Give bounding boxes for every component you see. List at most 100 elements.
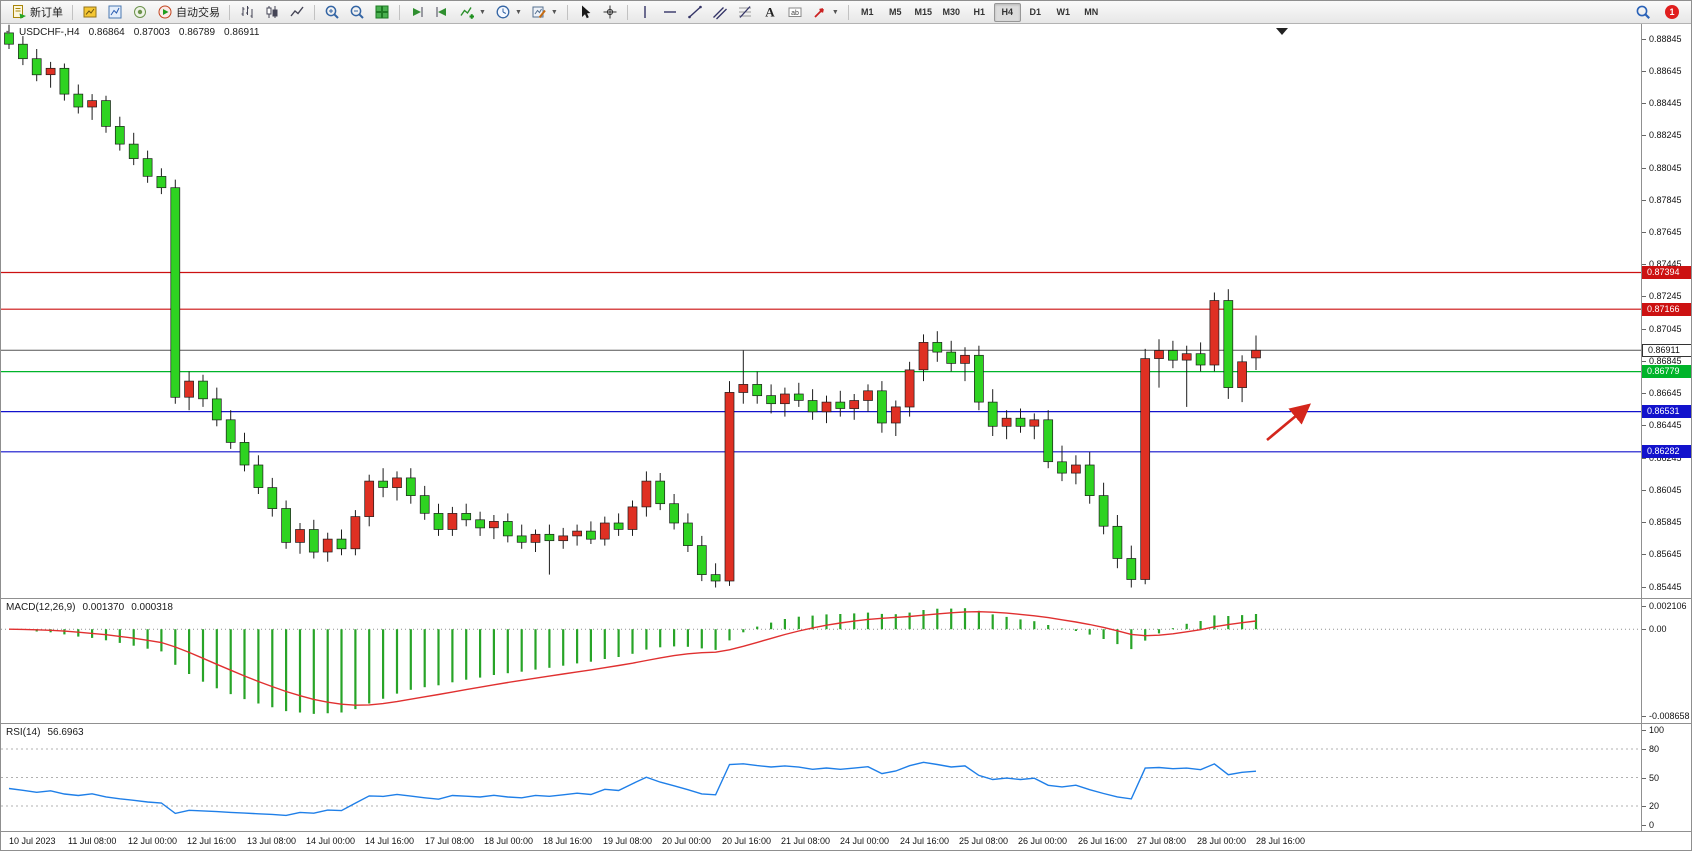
main-chart-canvas[interactable]	[1, 24, 1641, 598]
line-chart-button[interactable]	[285, 2, 309, 22]
linechart-icon	[290, 6, 304, 17]
time-label: 20 Jul 00:00	[662, 836, 712, 846]
candlestick-chart-button[interactable]	[260, 2, 284, 22]
search-button[interactable]	[1631, 2, 1655, 22]
toolbar-separator	[566, 4, 568, 20]
price-panel[interactable]: ▾ USDCHF-,H4 0.86864 0.87003 0.86789 0.8…	[1, 24, 1691, 599]
crosshair-button[interactable]	[598, 2, 622, 22]
macd-panel[interactable]: MACD(12,26,9) 0.001370 0.000318 0.002106…	[1, 599, 1691, 724]
candle-body	[807, 400, 818, 413]
trendline-button[interactable]	[683, 2, 707, 22]
time-label: 18 Jul 00:00	[484, 836, 534, 846]
timeframe-mn-button[interactable]: MN	[1084, 7, 1099, 17]
zoom-in-button[interactable]	[320, 2, 344, 22]
market-watch-button[interactable]	[78, 2, 102, 22]
zoom-out-button[interactable]	[345, 2, 369, 22]
vline-icon	[644, 6, 646, 18]
tile-icon	[375, 5, 389, 19]
macd-axis-label: 0.00	[1642, 624, 1667, 634]
bar-chart-button[interactable]	[235, 2, 259, 22]
cursor-button[interactable]	[573, 2, 597, 22]
price-tick: 0.87045	[1642, 324, 1682, 334]
auto-scroll-button[interactable]	[405, 2, 429, 22]
price-tick: 0.86245	[1642, 453, 1682, 463]
hline-icon	[663, 11, 676, 13]
time-label: 12 Jul 16:00	[187, 836, 237, 846]
trend-arrow-annotation[interactable]	[1266, 403, 1311, 441]
macd-signal-line	[8, 610, 1257, 706]
equidistant-channel-button[interactable]	[708, 2, 732, 22]
chevron-down-icon: ▼	[831, 8, 839, 16]
crosshair-icon	[603, 5, 617, 19]
terminal-button[interactable]	[128, 2, 152, 22]
navigator-button[interactable]	[103, 2, 127, 22]
candle-body	[793, 393, 804, 401]
timeframe-w1-button[interactable]: W1	[1056, 7, 1071, 17]
time-label: 12 Jul 00:00	[128, 836, 178, 846]
text-label-button[interactable]: ab	[783, 2, 807, 22]
arrows-button[interactable]: ▼	[808, 2, 843, 22]
cursor-icon	[581, 5, 591, 19]
macd-axis[interactable]: 0.002106 0.00 -0.008658	[1641, 599, 1691, 723]
fibonacci-button[interactable]	[733, 2, 757, 22]
candle-body	[655, 480, 666, 505]
candle-body	[447, 513, 458, 530]
notification-badge[interactable]: 1	[1665, 5, 1679, 19]
chart-shift-marker-icon[interactable]	[1276, 28, 1288, 35]
price-tag-0.86282[interactable]: 0.86282	[1642, 445, 1691, 458]
toolbar-separator	[229, 4, 230, 20]
templates-button[interactable]: ▼	[527, 2, 562, 22]
timeframe-m5-button[interactable]: M5	[888, 7, 902, 17]
candle-body	[405, 477, 416, 496]
timeframe-m15-button[interactable]: M15	[914, 7, 932, 17]
timeframe-h4-button[interactable]: H4	[993, 2, 1021, 22]
candle-body	[281, 508, 291, 543]
price-tag-0.87394[interactable]: 0.87394	[1642, 266, 1691, 279]
rsi-panel[interactable]: RSI(14) 56.6963 100 80 50 20 0	[1, 724, 1691, 832]
vertical-line-button[interactable]	[633, 2, 657, 22]
candle-body	[1209, 300, 1220, 366]
candle-body	[308, 529, 319, 553]
candle-body	[530, 533, 541, 543]
candle-body	[890, 406, 901, 424]
timeframe-h1-button[interactable]: H1	[973, 7, 985, 17]
candle-body	[73, 93, 84, 108]
timeframe-m30-button[interactable]: M30	[942, 7, 960, 17]
candle-body	[336, 538, 347, 550]
candle-body	[1043, 419, 1054, 463]
candle-body	[1098, 495, 1109, 527]
rsi-axis[interactable]: 100 80 50 20 0	[1641, 724, 1691, 831]
periods-button[interactable]: ▼	[491, 2, 526, 22]
candle-body	[211, 398, 222, 421]
price-tag-0.87166[interactable]: 0.87166	[1642, 303, 1691, 316]
auto-trading-button[interactable]: 自动交易	[153, 2, 224, 22]
time-label: 11 Jul 08:00	[68, 836, 117, 846]
price-tick: 0.87245	[1642, 291, 1682, 301]
candle-body	[904, 369, 915, 408]
candle-body	[239, 442, 250, 466]
tile-windows-button[interactable]	[370, 2, 394, 22]
candle-body	[835, 401, 846, 409]
time-label: 21 Jul 08:00	[781, 836, 831, 846]
text-button[interactable]: A	[758, 2, 782, 22]
time-axis[interactable]: 10 Jul 2023 11 Jul 08:00 12 Jul 00:00 12 Ju…	[1, 832, 1691, 850]
timeframe-d1-button[interactable]: D1	[1029, 7, 1041, 17]
macd-canvas[interactable]	[1, 599, 1641, 723]
rsi-canvas[interactable]	[1, 724, 1641, 831]
price-tag-0.86779[interactable]: 0.86779	[1642, 365, 1691, 378]
price-tick: 0.88845	[1642, 34, 1682, 44]
new-order-button[interactable]: 新订单	[7, 2, 67, 22]
candle-body	[613, 522, 624, 530]
candle-body	[863, 390, 873, 401]
price-tag-0.86531[interactable]: 0.86531	[1642, 405, 1691, 418]
price-axis[interactable]: 0.88845 0.88645 0.88445 0.88245 0.88045 0.878…	[1641, 24, 1691, 598]
candle-body	[696, 545, 707, 575]
chart-shift-button[interactable]	[430, 2, 454, 22]
time-label: 20 Jul 16:00	[722, 836, 772, 846]
indicators-button[interactable]: ▼	[455, 2, 490, 22]
chart-window: ▾ USDCHF-,H4 0.86864 0.87003 0.86789 0.8…	[1, 24, 1691, 850]
candle-body	[170, 187, 181, 398]
price-tag-0.86911[interactable]: 0.86911	[1642, 344, 1691, 357]
timeframe-m1-button[interactable]: M1	[860, 7, 874, 17]
horizontal-line-button[interactable]	[658, 2, 682, 22]
